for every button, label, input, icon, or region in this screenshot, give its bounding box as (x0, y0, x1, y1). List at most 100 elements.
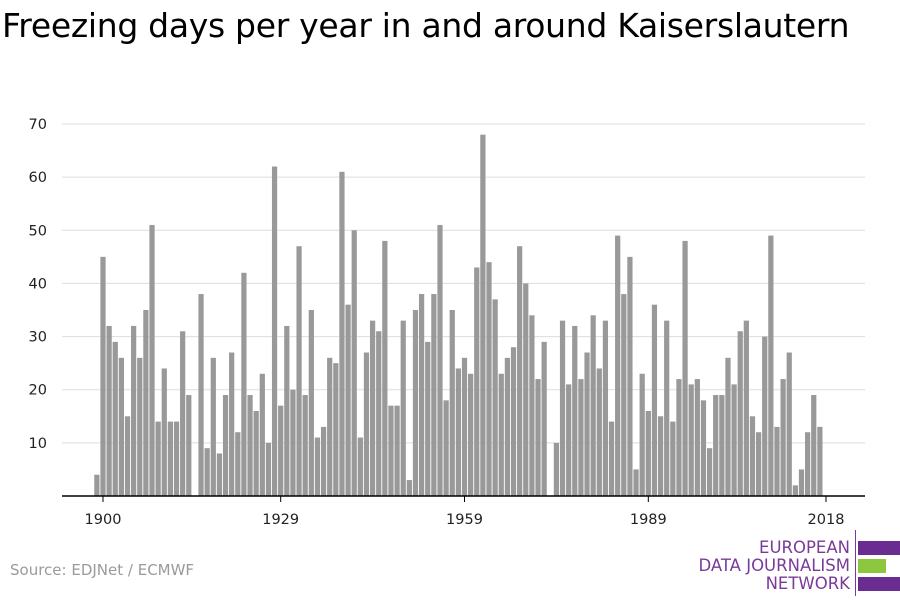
bar-1962 (480, 134, 486, 496)
bar-1960 (468, 373, 474, 496)
bar-1988 (639, 373, 645, 496)
bar-1920 (222, 395, 229, 496)
bar-1996 (688, 384, 694, 496)
bar-2007 (755, 432, 762, 496)
bar-2014 (798, 469, 805, 496)
bar-1993 (670, 421, 676, 496)
bar-1918 (210, 357, 216, 496)
bar-1987 (633, 469, 639, 496)
bar-1908 (149, 224, 155, 496)
bar-1911 (167, 421, 174, 496)
bar-2009 (768, 235, 774, 496)
source-note: Source: EDJNet / ECMWF (10, 561, 195, 579)
bar-1958 (455, 368, 461, 496)
bar-1901 (106, 325, 112, 496)
bar-1991 (657, 416, 664, 496)
bar-1922 (235, 432, 241, 496)
bar-1967 (510, 347, 517, 496)
bar-2005 (743, 320, 749, 496)
bar-2001 (719, 395, 725, 496)
bar-1971 (535, 379, 541, 496)
bar-1943 (363, 352, 370, 496)
bar-1944 (369, 320, 376, 496)
bar-1939 (339, 171, 345, 497)
chart-title: Freezing days per year in and around Kai… (2, 6, 850, 45)
bar-1934 (308, 310, 314, 496)
bar-1984 (615, 235, 621, 496)
y-tick-label: 10 (29, 436, 47, 452)
bar-2011 (780, 379, 786, 496)
bar-1927 (265, 442, 272, 496)
y-tick-label: 40 (29, 276, 47, 292)
bar-1999 (706, 448, 713, 496)
bar-1951 (412, 310, 419, 496)
bar-1982 (602, 320, 609, 496)
bar-1965 (498, 373, 504, 496)
bar-1946 (382, 240, 388, 496)
bar-1977 (572, 325, 578, 496)
bar-1959 (461, 357, 468, 496)
bar-2008 (762, 336, 768, 496)
bar-1907 (143, 310, 149, 496)
x-tick-label: 1929 (262, 512, 299, 528)
y-tick-label: 70 (29, 117, 47, 133)
bar-1906 (137, 357, 143, 496)
bar-1930 (284, 325, 290, 496)
bar-1905 (131, 325, 137, 496)
bar-1929 (278, 405, 284, 496)
logo-line-2: DATA JOURNALISM (698, 556, 850, 575)
bar-1969 (523, 283, 529, 496)
logo-bar-purple-top (858, 541, 900, 555)
bar-1948 (394, 405, 400, 496)
bar-1983 (608, 421, 615, 496)
bar-1963 (486, 262, 492, 496)
bar-1994 (676, 379, 682, 496)
logo-divider (855, 530, 856, 596)
bar-1995 (682, 240, 688, 496)
bar-1981 (596, 368, 602, 496)
bar-1955 (437, 224, 443, 496)
bar-1914 (186, 395, 192, 496)
axes: 10 20 30 40 50 60 70 1900 1929 1959 1989 2018 (29, 117, 865, 528)
bar-1953 (425, 341, 431, 496)
bar-1902 (112, 341, 118, 496)
bar-1954 (431, 294, 437, 496)
bar-2012 (786, 352, 792, 496)
bar-1904 (124, 416, 131, 496)
bar-1899 (94, 474, 100, 496)
bar-1968 (517, 246, 523, 496)
bars (94, 134, 823, 497)
bar-2004 (737, 331, 743, 496)
x-tick-label: 1900 (85, 512, 122, 528)
bar-1910 (161, 368, 167, 496)
bar-1926 (259, 373, 265, 496)
y-tick-label: 30 (29, 330, 47, 346)
bar-1940 (345, 304, 351, 496)
x-tick-label: 2018 (808, 512, 845, 528)
bar-1985 (621, 294, 627, 496)
y-tick-label: 60 (29, 170, 47, 186)
bar-1923 (241, 272, 247, 496)
logo-line-3: NETWORK (765, 574, 850, 593)
bar-1935 (314, 437, 321, 496)
bar-2000 (713, 395, 719, 496)
bar-1919 (216, 453, 223, 496)
bar-1998 (700, 400, 707, 496)
bar-1972 (541, 341, 547, 496)
bar-1933 (302, 395, 308, 496)
bar-1950 (406, 480, 412, 496)
bar-2013 (792, 485, 798, 496)
bar-1936 (320, 426, 327, 496)
bar-1917 (204, 448, 210, 496)
bar-1979 (584, 352, 590, 496)
bar-1912 (173, 421, 180, 496)
bar-1903 (118, 357, 124, 496)
bar-1952 (418, 294, 425, 496)
bar-1924 (247, 395, 253, 496)
bar-2002 (725, 357, 731, 496)
bar-2006 (749, 416, 756, 496)
bar-1937 (327, 357, 333, 496)
bar-1966 (504, 357, 511, 496)
y-tick-label: 20 (29, 383, 47, 399)
bar-1928 (271, 166, 278, 496)
